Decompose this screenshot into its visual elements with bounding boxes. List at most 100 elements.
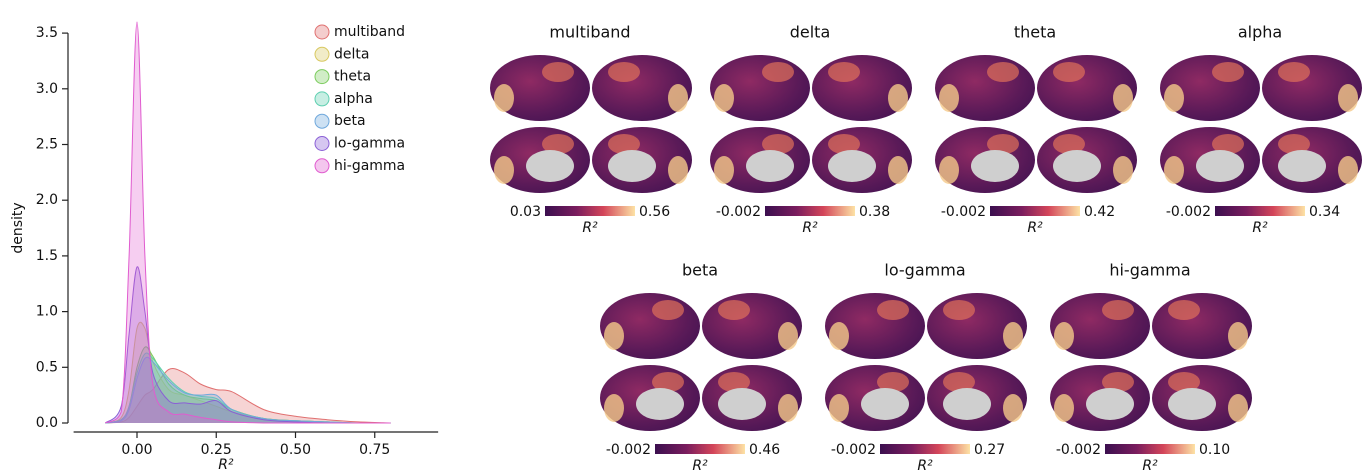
brain-hotspot xyxy=(987,62,1019,82)
medial-wall xyxy=(636,388,684,420)
brain-hotspot xyxy=(1338,84,1358,112)
colorbar-label: R² xyxy=(1142,458,1158,474)
brain-hotspot xyxy=(1113,84,1133,112)
brain-panel: theta-0.0020.42R² xyxy=(935,23,1137,237)
brain-hotspot xyxy=(1113,156,1133,184)
brain-hotspot xyxy=(668,84,688,112)
y-tick-label: 3.5 xyxy=(36,25,58,41)
legend-label: delta xyxy=(334,46,369,62)
brain-hotspot xyxy=(1102,300,1134,320)
brain-hotspot xyxy=(652,300,684,320)
y-axis-label: density xyxy=(10,202,26,253)
panel-title: multiband xyxy=(549,23,630,42)
brain-hotspot xyxy=(718,300,750,320)
brain-hotspot xyxy=(604,394,624,422)
legend-label: theta xyxy=(334,69,371,85)
brain-hotspot xyxy=(494,156,514,184)
brain-hotspot xyxy=(1278,62,1310,82)
medial-wall xyxy=(608,150,656,182)
legend-label: multiband xyxy=(334,24,405,40)
colorbar xyxy=(765,206,855,216)
medial-wall xyxy=(828,150,876,182)
colorbar-min: -0.002 xyxy=(606,442,651,458)
medial-wall xyxy=(526,150,574,182)
brain-hotspot xyxy=(714,156,734,184)
colorbar-label: R² xyxy=(582,220,598,236)
brain-panel: multiband0.030.56R² xyxy=(490,23,692,237)
brain-panel: delta -0.002 0.38 R² xyxy=(710,23,912,237)
medial-wall xyxy=(943,388,991,420)
colorbar-min: 0.03 xyxy=(510,204,541,220)
brain-hotspot xyxy=(1168,300,1200,320)
brain-hotspot xyxy=(939,156,959,184)
colorbar xyxy=(1105,444,1195,454)
brain-hotspot xyxy=(1338,156,1358,184)
legend-swatch xyxy=(315,159,329,173)
panel-title: theta xyxy=(1014,23,1056,42)
medial-wall xyxy=(1196,150,1244,182)
brain-hotspot xyxy=(608,62,640,82)
brain-hotspot xyxy=(1164,84,1184,112)
y-tick-label: 2.0 xyxy=(36,192,58,208)
brain-hotspot xyxy=(888,156,908,184)
colorbar xyxy=(1215,206,1305,216)
x-tick-label: 0.50 xyxy=(280,442,311,458)
brain-hotspot xyxy=(1053,62,1085,82)
y-tick-label: 1.0 xyxy=(36,304,58,320)
colorbar xyxy=(990,206,1080,216)
brain-hotspot xyxy=(714,84,734,112)
colorbar-min: -0.002 xyxy=(831,442,876,458)
legend-swatch xyxy=(315,47,329,61)
legend-label: beta xyxy=(334,113,366,129)
colorbar-label: R² xyxy=(802,220,818,236)
brain-hotspot xyxy=(778,322,798,350)
brain-panel: alpha-0.0020.34R² xyxy=(1160,23,1362,237)
brain-hotspot xyxy=(888,84,908,112)
panel-title: delta xyxy=(790,23,831,42)
brain-hotspot xyxy=(494,84,514,112)
colorbar-max: 0.34 xyxy=(1309,204,1340,220)
colorbar xyxy=(655,444,745,454)
medial-wall xyxy=(1278,150,1326,182)
legend-swatch xyxy=(315,114,329,128)
x-axis-label: R² xyxy=(218,457,234,473)
colorbar xyxy=(545,206,635,216)
y-tick-label: 3.0 xyxy=(36,81,58,97)
brain-hotspot xyxy=(1228,394,1248,422)
brain-hotspot xyxy=(604,322,624,350)
medial-wall xyxy=(971,150,1019,182)
legend-swatch xyxy=(315,137,329,151)
brain-hotspot xyxy=(1003,394,1023,422)
brain-hotspot xyxy=(943,300,975,320)
x-tick-label: 0.25 xyxy=(201,442,232,458)
brain-hotspot xyxy=(1228,322,1248,350)
colorbar-max: 0.46 xyxy=(749,442,780,458)
y-tick-label: 1.5 xyxy=(36,248,58,264)
colorbar-min: -0.002 xyxy=(941,204,986,220)
colorbar-max: 0.38 xyxy=(859,204,890,220)
colorbar xyxy=(880,444,970,454)
brain-hotspot xyxy=(1054,322,1074,350)
brain-hotspot xyxy=(829,322,849,350)
y-tick-label: 0.0 xyxy=(36,415,58,431)
y-tick-label: 0.5 xyxy=(36,359,58,375)
colorbar-label: R² xyxy=(917,458,933,474)
colorbar-label: R² xyxy=(1027,220,1043,236)
colorbar-max: 0.27 xyxy=(974,442,1005,458)
x-tick-label: 0.75 xyxy=(359,442,390,458)
colorbar-max: 0.10 xyxy=(1199,442,1230,458)
brain-hotspot xyxy=(1212,62,1244,82)
panel-title: alpha xyxy=(1238,23,1282,42)
medial-wall xyxy=(746,150,794,182)
brain-hotspot xyxy=(1164,156,1184,184)
colorbar-min: -0.002 xyxy=(716,204,761,220)
brain-hotspot xyxy=(939,84,959,112)
brain-hotspot xyxy=(1003,322,1023,350)
legend-label: alpha xyxy=(334,91,373,107)
panel-title: beta xyxy=(682,261,718,280)
colorbar-min: -0.002 xyxy=(1166,204,1211,220)
medial-wall xyxy=(861,388,909,420)
brain-hotspot xyxy=(668,156,688,184)
panel-title: hi-gamma xyxy=(1109,261,1190,280)
